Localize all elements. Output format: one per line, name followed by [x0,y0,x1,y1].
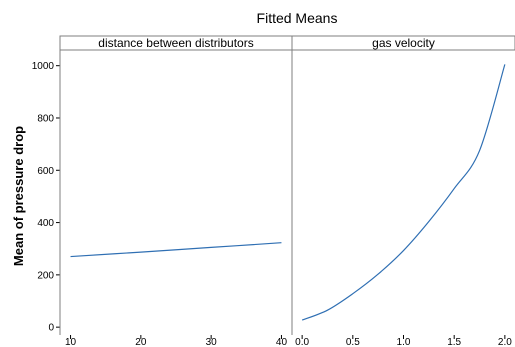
panel-strip-label: distance between distributors [98,36,253,50]
x-tick-label: 10 [65,337,77,347]
y-tick-label: 1000 [32,61,55,72]
x-tick-label: 0.5 [346,337,360,347]
x-tick-label: 30 [206,337,218,347]
y-tick-label: 400 [37,218,54,229]
y-tick-label: 0 [48,323,54,334]
panel-strip [291,35,515,51]
panels: 0 200 400 600 800 1000 distance between distri… [32,35,515,347]
y-tick-label: 600 [37,166,54,177]
x-tick-label: 0.0 [295,337,309,347]
x-tick-label: 1.5 [447,337,461,347]
panel-strip-label: gas velocity [372,36,435,50]
x-tick-label: 40 [276,337,288,347]
y-axis-label: Mean of pressure drop [11,126,26,266]
x-tick-label: 2.0 [498,337,512,347]
x-tick-label: 1.0 [397,337,411,347]
x-tick-label: 20 [135,337,147,347]
series-line-distance-between-distributors [70,242,282,258]
y-tick-label: 800 [37,113,54,124]
series-line-gas-velocity [301,64,506,321]
y-tick-label: 200 [37,270,54,281]
chart-title: Fitted Means [257,10,338,26]
